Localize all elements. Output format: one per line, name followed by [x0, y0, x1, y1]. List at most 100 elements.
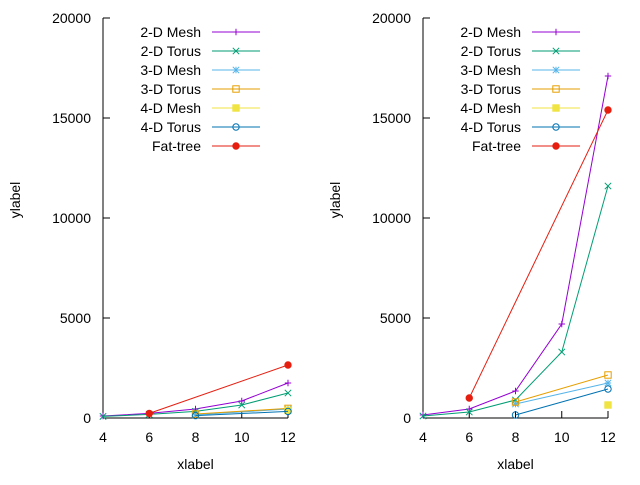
legend-label: 2-D Torus — [141, 43, 201, 59]
legend-entry: 3-D Torus — [461, 81, 580, 97]
legend-entry: 3-D Torus — [141, 81, 260, 97]
data-point — [558, 320, 565, 328]
series-4-d-torus — [191, 407, 292, 420]
legend-entry: Fat-tree — [472, 138, 580, 154]
series-line — [195, 408, 289, 416]
data-point — [191, 411, 200, 419]
legend-swatch-marker — [552, 47, 560, 55]
legend-label: 2-D Mesh — [460, 24, 521, 40]
series-line — [515, 382, 609, 405]
data-point — [604, 371, 612, 379]
data-point — [419, 412, 427, 420]
data-point — [145, 409, 153, 418]
y-axis-label: ylabel — [327, 182, 343, 219]
data-point — [284, 379, 292, 387]
y-tick-label: 15000 — [372, 110, 411, 126]
data-point — [511, 398, 520, 406]
x-tick-label: 6 — [145, 429, 153, 445]
series-3-d-torus — [511, 371, 612, 406]
data-point — [238, 397, 245, 405]
data-point — [511, 411, 520, 419]
series-fat-tree — [145, 361, 292, 418]
y-tick-label: 20000 — [372, 10, 411, 26]
data-point — [511, 400, 520, 408]
data-point — [512, 387, 519, 395]
y-axis-label: ylabel — [7, 182, 23, 219]
legend-swatch-marker — [232, 47, 240, 55]
series-line — [195, 407, 289, 415]
series-4-d-torus — [511, 385, 612, 419]
legend-label: 2-D Torus — [461, 43, 521, 59]
data-point — [604, 182, 612, 190]
legend-label: Fat-tree — [472, 138, 521, 154]
data-point — [238, 401, 246, 409]
data-point — [465, 408, 473, 416]
data-point — [284, 389, 292, 397]
legend-entry: Fat-tree — [152, 138, 260, 154]
series-3-d-mesh — [511, 379, 612, 408]
data-point — [604, 106, 612, 114]
legend-label: 4-D Mesh — [460, 100, 521, 116]
legend-label: 3-D Torus — [461, 81, 521, 97]
series-2-d-mesh — [419, 72, 612, 419]
legend-swatch-marker — [232, 85, 240, 93]
series-line — [468, 109, 609, 399]
legend-label: 4-D Torus — [461, 119, 521, 135]
legend-swatch-marker — [232, 66, 240, 74]
y-tick-label: 10000 — [52, 210, 91, 226]
chart-panel-1: 0 5000 10000 15000 20000 4 6 8 10 12 xlabel ylabel 2… — [7, 10, 296, 472]
x-axis-label: xlabel — [177, 456, 214, 472]
x-axis-label: xlabel — [497, 456, 534, 472]
data-point — [604, 385, 612, 393]
legend-entry: 4-D Torus — [461, 119, 580, 135]
legend-entry: 2-D Torus — [461, 43, 580, 59]
series-line — [515, 388, 609, 416]
legend-swatch-marker — [232, 142, 240, 150]
legend-entry: 4-D Mesh — [460, 100, 580, 116]
x-tick-label: 4 — [419, 429, 427, 445]
data-point — [419, 411, 427, 419]
legend-entry: 3-D Mesh — [140, 62, 260, 78]
x-tick-label: 6 — [465, 429, 473, 445]
y-tick-label: 5000 — [380, 310, 411, 326]
data-point — [465, 394, 473, 402]
x-tick-label: 8 — [192, 429, 200, 445]
legend-entry: 2-D Torus — [141, 43, 260, 59]
y-tick-label: 10000 — [372, 210, 411, 226]
data-point — [284, 361, 292, 369]
data-point — [466, 405, 473, 413]
legend-label: 4-D Torus — [141, 119, 201, 135]
legend-swatch-marker — [552, 85, 560, 93]
y-tick-label: 15000 — [52, 110, 91, 126]
data-point — [99, 412, 107, 420]
legend-label: 3-D Torus — [141, 81, 201, 97]
legend-swatch-marker — [552, 104, 560, 112]
x-tick-label: 10 — [234, 429, 250, 445]
legend-label: Fat-tree — [152, 138, 201, 154]
legend-entry: 4-D Mesh — [140, 100, 260, 116]
legend-entry: 4-D Torus — [141, 119, 260, 135]
series-line — [195, 410, 289, 417]
legend-swatch-marker — [552, 142, 560, 150]
legend-label: 3-D Mesh — [140, 62, 201, 78]
legend-swatch-marker — [232, 104, 240, 112]
data-point — [284, 407, 292, 416]
y-tick-label: 0 — [403, 410, 411, 426]
data-point — [604, 72, 612, 80]
series-line — [515, 374, 609, 403]
legend-swatch-marker — [232, 123, 240, 131]
y-tick-label: 0 — [83, 410, 91, 426]
series-line — [149, 364, 289, 414]
legend-entry: 2-D Mesh — [460, 24, 580, 40]
chart-panel-2: 0 5000 10000 15000 20000 4 6 8 10 12 xlabel ylabel 2… — [327, 10, 616, 472]
x-tick-label: 4 — [99, 429, 107, 445]
legend-label: 2-D Mesh — [140, 24, 201, 40]
legend-entry: 3-D Mesh — [460, 62, 580, 78]
data-point — [604, 379, 612, 387]
legend-label: 4-D Mesh — [140, 100, 201, 116]
legend-label: 3-D Mesh — [460, 62, 521, 78]
data-point — [604, 401, 612, 409]
legend-swatch-marker — [232, 28, 240, 36]
